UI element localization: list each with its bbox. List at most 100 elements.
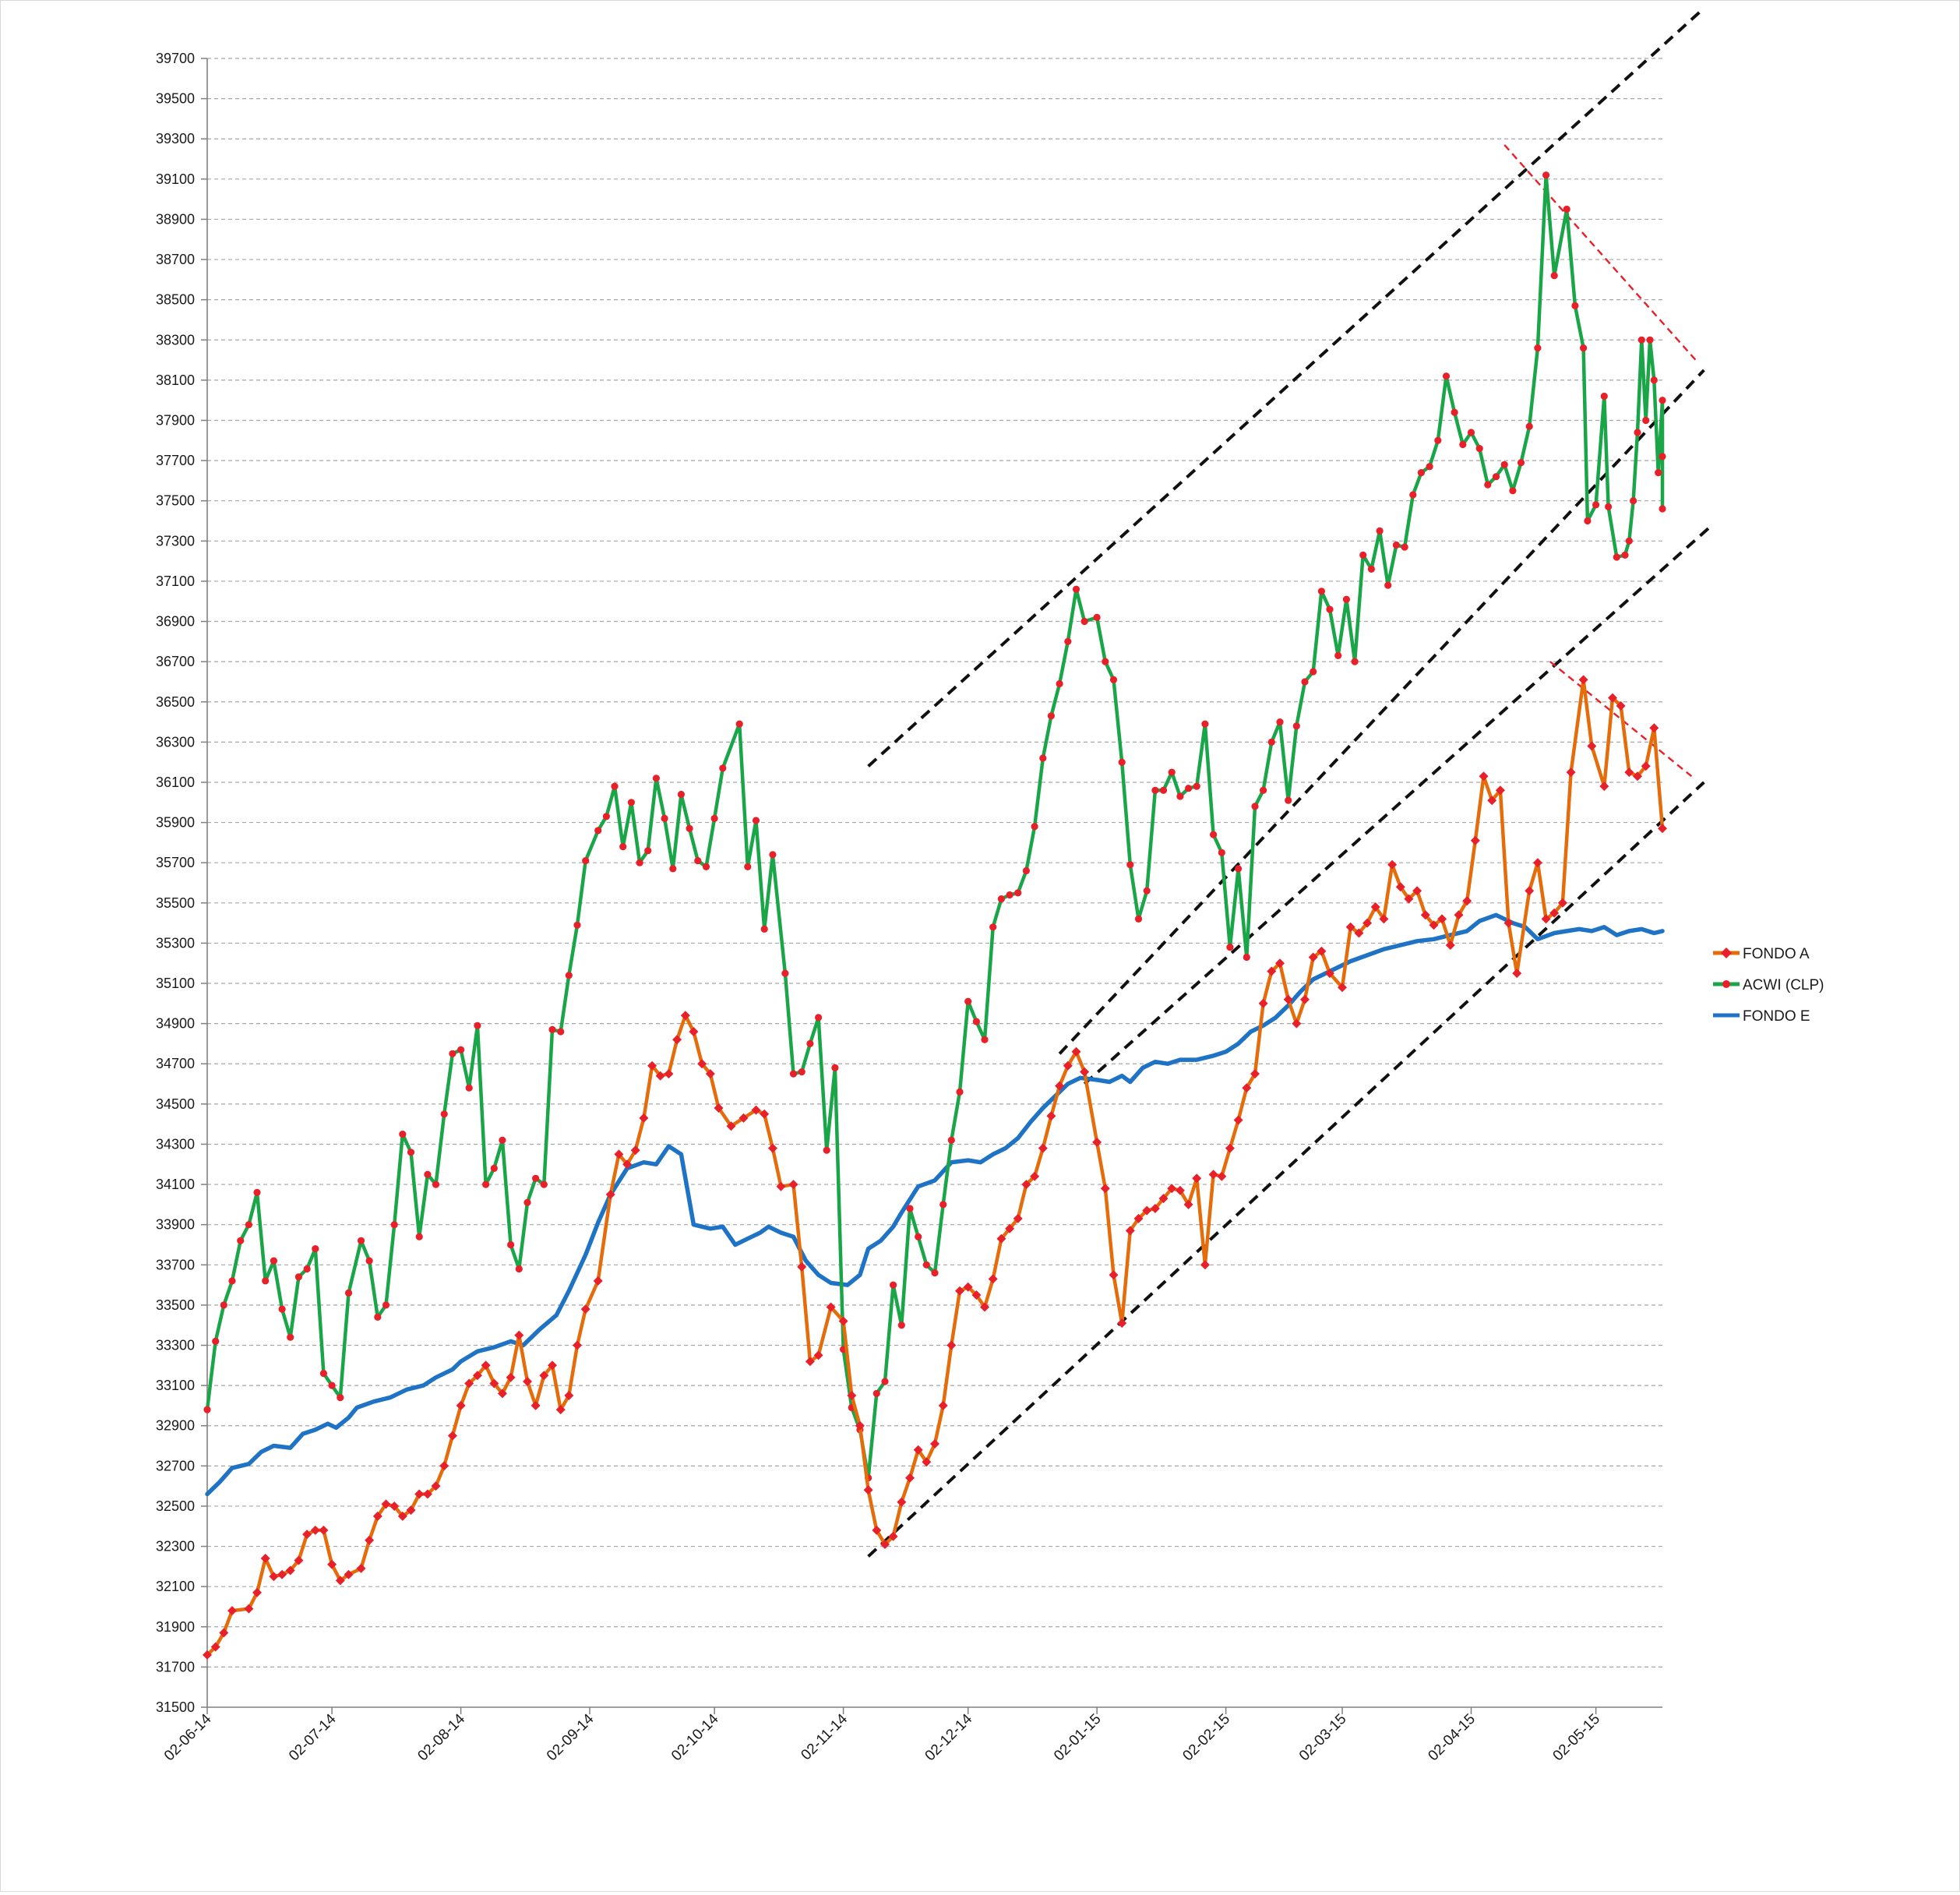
data-point bbox=[1334, 651, 1342, 660]
data-point bbox=[1218, 849, 1225, 856]
data-point bbox=[719, 764, 727, 772]
data-point bbox=[702, 863, 710, 870]
data-point bbox=[776, 1181, 786, 1191]
x-tick-label: 02-02-15 bbox=[1180, 1711, 1234, 1765]
data-point bbox=[922, 1457, 932, 1467]
data-point bbox=[335, 1576, 345, 1586]
data-point bbox=[203, 1406, 211, 1413]
data-point bbox=[399, 1131, 407, 1138]
gridlines bbox=[207, 58, 1662, 1667]
y-tick-label: 37700 bbox=[156, 453, 195, 468]
data-point bbox=[1342, 595, 1350, 603]
series-line bbox=[205, 912, 1665, 1497]
data-point bbox=[593, 1276, 603, 1286]
data-point bbox=[847, 1391, 857, 1400]
y-tick-label: 32900 bbox=[156, 1418, 195, 1434]
data-point bbox=[1637, 336, 1645, 344]
data-point bbox=[1013, 1213, 1023, 1223]
data-point bbox=[294, 1273, 302, 1281]
data-point bbox=[557, 1028, 565, 1036]
data-point bbox=[1183, 1199, 1193, 1209]
y-tick-label: 39300 bbox=[156, 131, 195, 146]
data-point bbox=[447, 1431, 457, 1441]
data-point bbox=[1409, 491, 1417, 499]
data-point bbox=[1080, 617, 1088, 626]
y-tick-label: 35500 bbox=[156, 895, 195, 911]
data-point bbox=[1167, 1184, 1177, 1194]
data-point bbox=[1092, 1137, 1102, 1147]
data-point bbox=[739, 1113, 749, 1123]
data-point bbox=[294, 1555, 304, 1565]
data-point bbox=[1063, 1060, 1073, 1071]
data-point bbox=[956, 1088, 964, 1096]
data-point bbox=[1525, 422, 1533, 430]
data-point bbox=[1659, 397, 1666, 404]
data-point bbox=[1404, 894, 1414, 904]
data-point bbox=[414, 1489, 425, 1499]
legend-item-fondo-e: FONDO E bbox=[1713, 1008, 1810, 1025]
y-tick-label: 37500 bbox=[156, 493, 195, 509]
data-point bbox=[760, 1109, 770, 1119]
data-point bbox=[1550, 272, 1558, 280]
data-point bbox=[1005, 1223, 1015, 1233]
data-point bbox=[996, 1233, 1006, 1244]
data-point bbox=[1525, 886, 1535, 896]
data-point bbox=[515, 1265, 523, 1273]
data-point bbox=[252, 1587, 262, 1597]
data-point bbox=[760, 925, 768, 933]
data-point bbox=[1658, 824, 1667, 834]
data-point bbox=[1056, 679, 1063, 688]
data-point bbox=[531, 1400, 541, 1410]
data-point bbox=[310, 1525, 320, 1535]
legend-item-fondo-a: FONDO A bbox=[1713, 946, 1810, 962]
data-point bbox=[228, 1277, 236, 1285]
data-point bbox=[652, 775, 661, 782]
data-point bbox=[1072, 585, 1080, 593]
data-point bbox=[647, 1060, 657, 1071]
data-point bbox=[947, 1340, 957, 1350]
data-point bbox=[672, 1035, 682, 1045]
data-point bbox=[439, 1461, 449, 1471]
data-point bbox=[644, 847, 652, 855]
data-point bbox=[237, 1237, 245, 1244]
data-point bbox=[302, 1530, 312, 1540]
data-point bbox=[863, 1485, 873, 1495]
data-point bbox=[1566, 768, 1576, 778]
data-point bbox=[382, 1301, 390, 1309]
data-point bbox=[855, 1420, 865, 1431]
y-tick-label: 31900 bbox=[156, 1619, 195, 1635]
data-point bbox=[1193, 782, 1200, 790]
data-point bbox=[1580, 344, 1588, 352]
data-point bbox=[1492, 473, 1500, 481]
data-point bbox=[374, 1313, 382, 1321]
data-point bbox=[931, 1269, 939, 1277]
data-point bbox=[464, 1378, 474, 1389]
data-point bbox=[203, 1650, 212, 1660]
data-point bbox=[1542, 171, 1550, 179]
data-point bbox=[997, 895, 1005, 903]
data-point bbox=[227, 1606, 237, 1616]
data-point bbox=[390, 1502, 400, 1511]
data-point bbox=[278, 1305, 286, 1313]
data-point bbox=[1317, 946, 1327, 956]
data-point bbox=[1592, 501, 1600, 509]
data-point bbox=[381, 1499, 391, 1509]
data-point bbox=[1624, 768, 1634, 778]
data-point bbox=[1392, 541, 1400, 549]
data-point bbox=[1210, 831, 1218, 838]
data-point bbox=[565, 972, 573, 979]
series-fondo-e bbox=[205, 912, 1665, 1497]
data-point bbox=[1571, 302, 1579, 309]
data-point bbox=[1014, 889, 1022, 897]
data-point bbox=[805, 1357, 815, 1367]
data-point bbox=[1549, 908, 1560, 918]
resistance-trendline bbox=[1503, 144, 1697, 361]
data-point bbox=[465, 1084, 473, 1092]
data-point bbox=[622, 1159, 633, 1170]
data-point bbox=[1100, 1184, 1110, 1194]
data-point bbox=[1093, 613, 1101, 622]
data-point bbox=[1659, 505, 1666, 513]
data-point bbox=[244, 1604, 254, 1614]
data-point bbox=[888, 1531, 898, 1541]
data-point bbox=[1479, 771, 1489, 782]
